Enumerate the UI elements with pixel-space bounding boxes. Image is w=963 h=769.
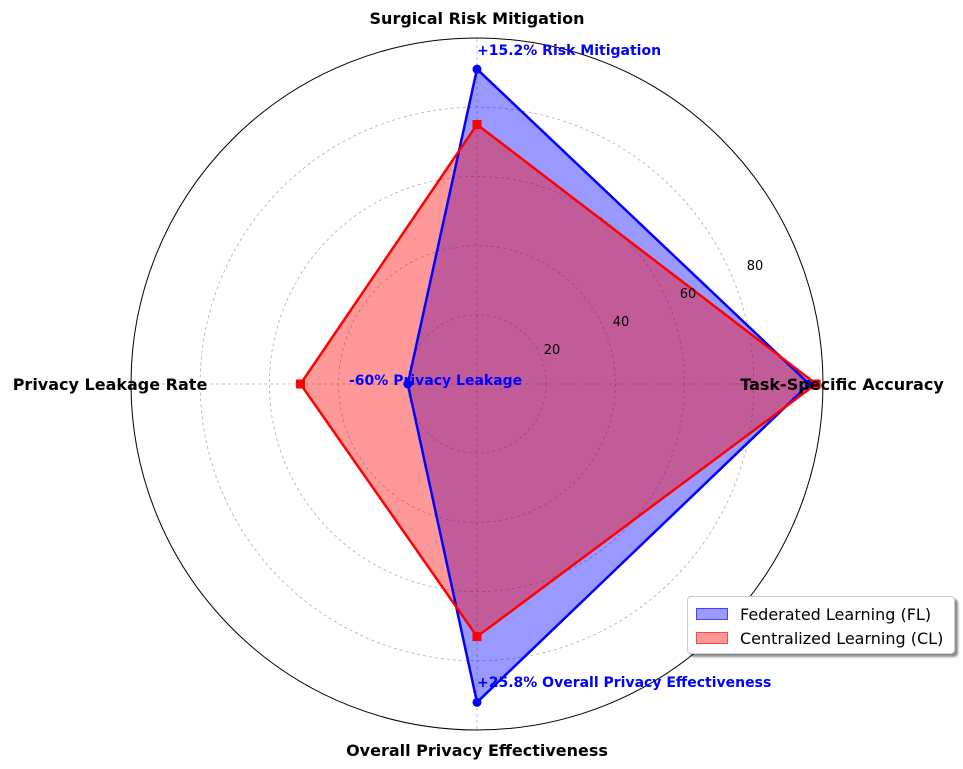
legend-swatch-cl bbox=[696, 632, 728, 644]
legend-label-cl: Centralized Learning (CL) bbox=[740, 628, 944, 648]
axis-label-task-specific-accuracy: Task-Specific Accuracy bbox=[740, 375, 944, 394]
axis-label-surgical-risk-mitigation: Surgical Risk Mitigation bbox=[370, 9, 585, 28]
legend: Federated Learning (FL) Centralized Lear… bbox=[687, 596, 955, 654]
annotation-risk-mitigation: +15.2% Risk Mitigation bbox=[477, 43, 661, 59]
data-point-fl bbox=[403, 379, 413, 389]
legend-label-fl: Federated Learning (FL) bbox=[740, 604, 932, 624]
radial-tick-label: 40 bbox=[613, 315, 630, 330]
axis-label-overall-privacy-effectiveness: Overall Privacy Effectiveness bbox=[346, 741, 608, 760]
legend-item-fl: Federated Learning (FL) bbox=[696, 602, 946, 626]
radial-tick-label: 20 bbox=[544, 343, 561, 358]
grid-circle bbox=[268, 175, 686, 593]
outer-frame bbox=[130, 37, 824, 731]
annotation-privacy-leakage: -60% Privacy Leakage bbox=[349, 373, 522, 389]
series-area-cl bbox=[300, 124, 817, 637]
axis-labels: Task-Specific Accuracy Surgical Risk Mit… bbox=[13, 9, 945, 760]
radial-tick-label: 60 bbox=[680, 287, 697, 302]
radar-grid bbox=[131, 38, 823, 730]
data-point-cl bbox=[472, 120, 482, 129]
series-area-fl bbox=[407, 69, 810, 703]
annotation-overall-privacy: +25.8% Overall Privacy Effectiveness bbox=[477, 675, 771, 691]
data-point-cl bbox=[811, 379, 821, 389]
legend-swatch-fl bbox=[696, 608, 728, 620]
radar-series bbox=[296, 64, 821, 707]
data-point-fl bbox=[472, 697, 482, 707]
axis-label-privacy-leakage-rate: Privacy Leakage Rate bbox=[13, 375, 208, 394]
radial-tick-label: 80 bbox=[747, 259, 764, 274]
data-point-fl bbox=[472, 64, 482, 74]
legend-item-cl: Centralized Learning (CL) bbox=[696, 626, 946, 650]
data-point-cl bbox=[472, 632, 482, 642]
annotations: +15.2% Risk Mitigation -60% Privacy Leak… bbox=[349, 43, 771, 691]
radial-ticks: 20 40 60 80 bbox=[544, 259, 764, 358]
data-point-cl bbox=[296, 379, 306, 389]
